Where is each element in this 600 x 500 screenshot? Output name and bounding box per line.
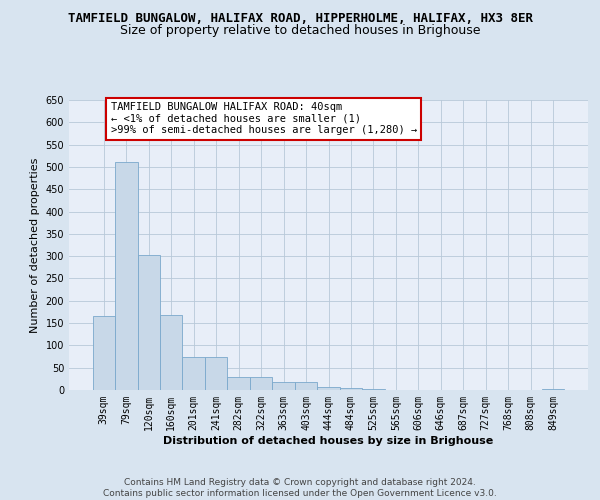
Bar xyxy=(92,316,115,390)
Text: TAMFIELD BUNGALOW, HALIFAX ROAD, HIPPERHOLME, HALIFAX, HX3 8ER: TAMFIELD BUNGALOW, HALIFAX ROAD, HIPPERH… xyxy=(67,12,533,26)
Bar xyxy=(272,382,295,390)
Y-axis label: Number of detached properties: Number of detached properties xyxy=(30,158,40,332)
Bar xyxy=(250,376,272,390)
Bar xyxy=(340,388,362,390)
Text: Contains HM Land Registry data © Crown copyright and database right 2024.
Contai: Contains HM Land Registry data © Crown c… xyxy=(103,478,497,498)
Bar xyxy=(362,389,385,390)
X-axis label: Distribution of detached houses by size in Brighouse: Distribution of detached houses by size … xyxy=(163,436,494,446)
Bar xyxy=(160,315,182,390)
Bar xyxy=(205,356,227,390)
Bar xyxy=(542,388,565,390)
Text: TAMFIELD BUNGALOW HALIFAX ROAD: 40sqm
← <1% of detached houses are smaller (1)
>: TAMFIELD BUNGALOW HALIFAX ROAD: 40sqm ← … xyxy=(110,102,417,136)
Bar xyxy=(227,376,250,390)
Bar xyxy=(137,255,160,390)
Bar xyxy=(115,162,137,390)
Bar xyxy=(182,356,205,390)
Bar xyxy=(295,382,317,390)
Text: Size of property relative to detached houses in Brighouse: Size of property relative to detached ho… xyxy=(120,24,480,37)
Bar xyxy=(317,387,340,390)
